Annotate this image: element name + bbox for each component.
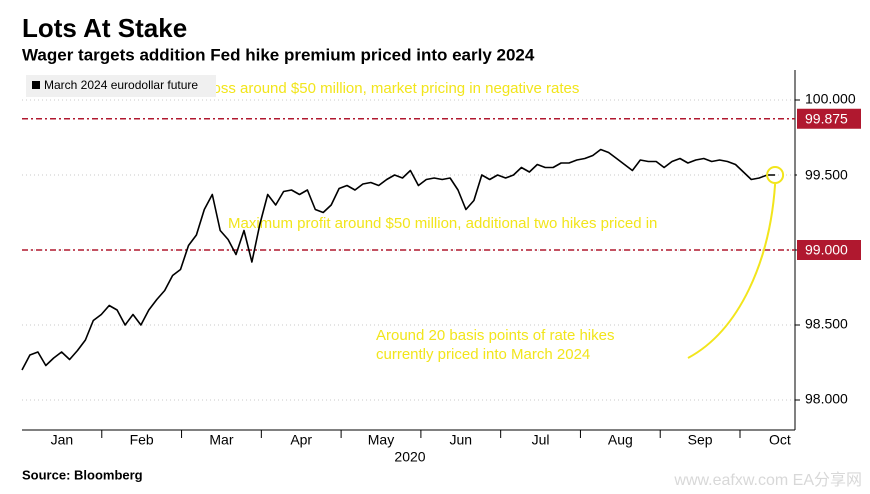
x-axis-label: 2020 — [394, 449, 425, 465]
x-tick-label: Sep — [688, 432, 713, 448]
x-tick-label: May — [368, 432, 394, 448]
x-tick-label: Aug — [608, 432, 633, 448]
legend-label: March 2024 eurodollar future — [44, 78, 198, 92]
x-tick-label: Apr — [290, 432, 312, 448]
annotation-arrow — [687, 183, 777, 359]
chart-title: Lots At Stake — [22, 13, 187, 43]
legend-box — [26, 75, 216, 97]
watermark: www.eafxw.com EA分享网 — [673, 471, 862, 489]
source: Source: Bloomberg — [22, 467, 143, 482]
annotation: Maximum profit around $50 million, addit… — [228, 215, 657, 232]
annotation: Maximum loss around $50 million, market … — [140, 80, 579, 97]
annotation: currently priced into March 2024 — [376, 346, 590, 363]
reference-label: 99.875 — [805, 110, 848, 126]
last-value-label: 99.500 — [805, 167, 848, 183]
annotation: Around 20 basis points of rate hikes — [376, 327, 614, 344]
last-value-box — [797, 165, 861, 185]
x-tick-label: Oct — [769, 432, 791, 448]
x-tick-label: Mar — [209, 432, 233, 448]
series-line — [21, 148, 776, 371]
x-tick-label: Jul — [532, 432, 550, 448]
reference-label-box — [797, 108, 861, 129]
legend-swatch — [32, 81, 40, 89]
y-tick-label: 98.000 — [805, 391, 848, 407]
x-tick-label: Feb — [130, 432, 154, 448]
x-tick-label: Jan — [51, 432, 74, 448]
x-tick-label: Jun — [449, 432, 472, 448]
y-tick-label: 100.000 — [805, 91, 856, 107]
last-point-marker — [766, 166, 785, 184]
chart-subtitle: Wager targets addition Fed hike premium … — [22, 45, 535, 64]
reference-label: 99.000 — [805, 242, 848, 258]
reference-label-box — [797, 240, 861, 260]
y-tick-label: 98.500 — [805, 316, 848, 332]
